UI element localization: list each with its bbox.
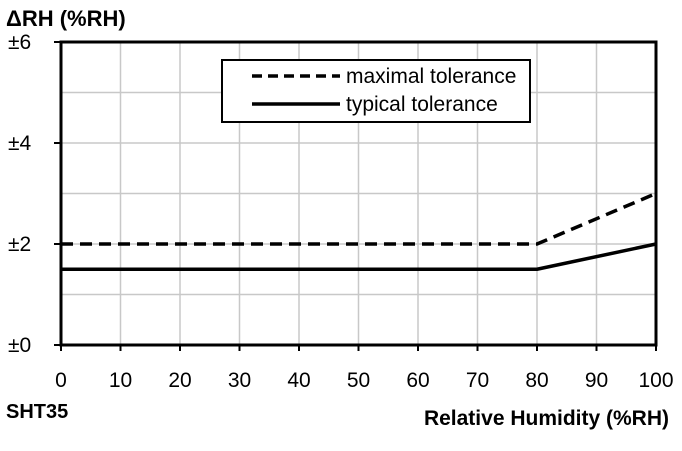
y-tick-label-4: ±4 xyxy=(8,132,32,155)
x-tick-label-50: 50 xyxy=(347,369,370,392)
x-tick-label-60: 60 xyxy=(406,369,429,392)
corner-label: SHT35 xyxy=(6,401,68,423)
series-line-typical-tolerance xyxy=(61,242,657,271)
legend: maximal tolerance typical tolerance xyxy=(221,59,531,123)
x-tick-label-90: 90 xyxy=(585,369,608,392)
axis-ticks: 0 10 20 30 40 50 60 70 80 90 100 ±0 ±2 ±4 ±6 xyxy=(8,31,674,392)
series-group xyxy=(61,191,657,271)
x-tick-label-40: 40 xyxy=(287,369,310,392)
x-tick-label-80: 80 xyxy=(525,369,548,392)
x-axis-label: Relative Humidity (%RH) xyxy=(424,407,669,430)
y-tick-label-6: ±6 xyxy=(8,31,31,54)
legend-label-typical: typical tolerance xyxy=(346,93,498,116)
y-tick-label-0: ±0 xyxy=(8,334,31,357)
x-tick-label-70: 70 xyxy=(466,369,489,392)
y-axis-label: ΔRH (%RH) xyxy=(6,6,126,31)
legend-box xyxy=(221,59,531,123)
x-tick-label-0: 0 xyxy=(55,369,67,392)
x-tick-label-10: 10 xyxy=(109,369,132,392)
x-tick-label-30: 30 xyxy=(228,369,251,392)
legend-label-maximal: maximal tolerance xyxy=(346,65,516,88)
x-tick-label-100: 100 xyxy=(638,369,673,392)
x-tick-label-20: 20 xyxy=(168,369,191,392)
y-tick-label-2: ±2 xyxy=(8,233,31,256)
series-line-maximal-tolerance xyxy=(61,191,657,246)
